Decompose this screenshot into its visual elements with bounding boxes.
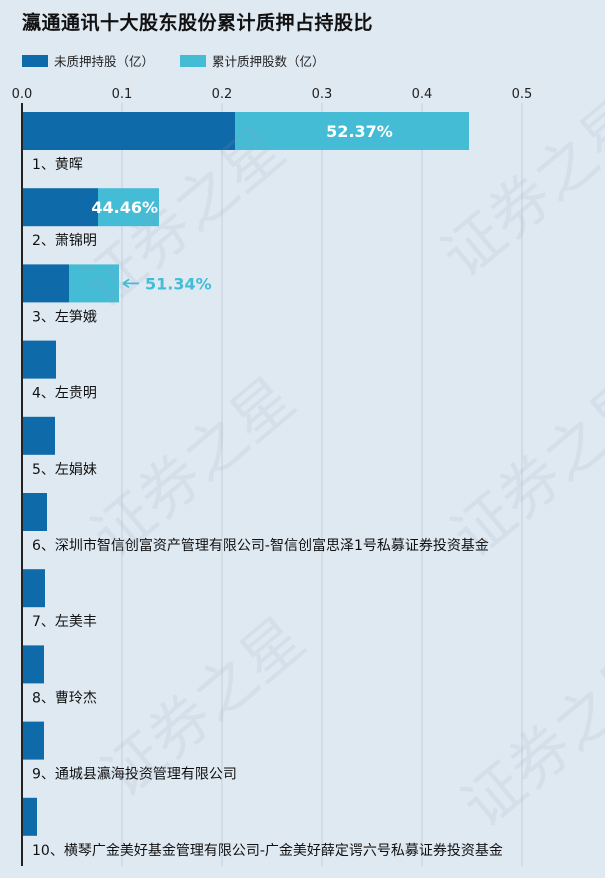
bar-pledged xyxy=(235,112,469,150)
category-label: 10、横琴广金美好基金管理有限公司-广金美好薛定谔六号私募证券投资基金 xyxy=(32,842,503,859)
x-tick-label: 0.2 xyxy=(212,87,233,102)
legend-swatch-pledged xyxy=(180,54,206,67)
x-tick-label: 0.5 xyxy=(512,87,533,102)
bar-pledged xyxy=(69,264,119,303)
ratio-arrow-head xyxy=(122,278,130,289)
category-label: 6、深圳市智信创富资产管理有限公司-智信创富思泽1号私募证券投资基金 xyxy=(32,537,489,554)
category-label: 8、曹玲杰 xyxy=(32,690,97,706)
legend-item-pledged: 累计质押股数（亿） xyxy=(180,51,325,70)
chart-title: 瀛通通讯十大股东股份累计质押占持股比 xyxy=(22,12,374,34)
bar-unpledged xyxy=(22,416,55,455)
category-label: 7、左美丰 xyxy=(32,614,97,630)
category-label: 4、左贵明 xyxy=(32,386,97,402)
x-tick-label: 0.4 xyxy=(412,87,433,102)
bar-unpledged xyxy=(22,493,47,531)
ratio-label: 51.34% xyxy=(145,274,212,293)
bar-unpledged xyxy=(22,797,37,836)
ratio-label: 44.46% xyxy=(91,198,158,217)
category-label: 5、左娟妹 xyxy=(32,462,97,478)
bar-pledged xyxy=(98,188,159,227)
category-label: 2、萧锦明 xyxy=(32,232,97,249)
x-tick-label: 0.0 xyxy=(12,87,33,102)
x-tick-label: 0.3 xyxy=(312,87,333,102)
bar-unpledged xyxy=(22,721,44,760)
category-label: 3、左笋娥 xyxy=(32,308,97,325)
bar-unpledged xyxy=(22,112,235,150)
category-label: 9、通城县瀛海投资管理有限公司 xyxy=(32,766,237,783)
ratio-label: 52.37% xyxy=(326,122,393,141)
legend-swatch-unpledged xyxy=(22,54,48,67)
legend-item-unpledged: 未质押持股（亿） xyxy=(22,51,154,70)
bar-unpledged xyxy=(22,340,56,379)
legend-label-pledged: 累计质押股数（亿） xyxy=(212,54,325,69)
bar-unpledged xyxy=(22,645,44,684)
category-label: 1、黄晖 xyxy=(32,156,83,173)
bar-unpledged xyxy=(22,188,98,227)
bar-unpledged xyxy=(22,569,45,608)
bar-unpledged xyxy=(22,264,69,303)
legend-label-unpledged: 未质押持股（亿） xyxy=(54,54,155,69)
x-tick-label: 0.1 xyxy=(112,87,133,102)
